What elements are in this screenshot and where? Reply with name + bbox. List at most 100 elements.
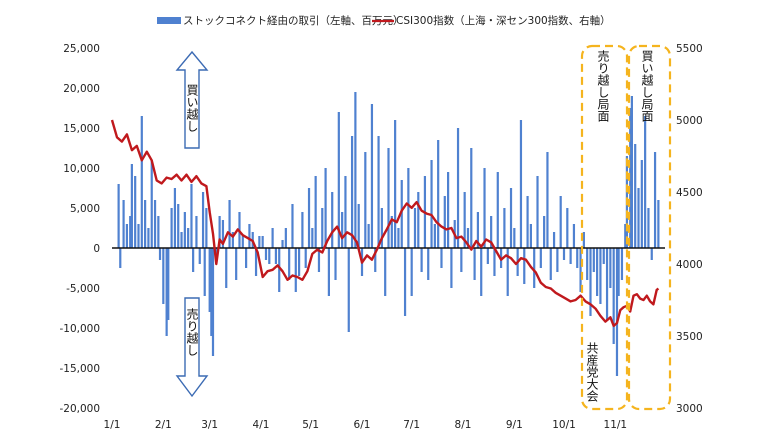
x-axis-ticks: 1/1 2/1 3/1 4/1 5/1 6/1 7/1 8/1 9/1 10/1… (104, 419, 628, 431)
flow-bar (447, 172, 450, 248)
flow-bar (364, 152, 367, 248)
flow-bar (264, 248, 268, 260)
legend: ストックコネクト経由の取引（左軸、百万元） CSI300指数（上海・深セン300… (157, 14, 611, 27)
flow-bar (463, 192, 466, 248)
flow-bar (377, 136, 380, 248)
flow-bar (122, 200, 125, 248)
y-right-tick: 4500 (676, 187, 703, 199)
flow-bar (644, 116, 647, 248)
flow-bar (268, 248, 271, 264)
party-congress-label: 共産党大会 (585, 342, 599, 403)
flow-bar (519, 120, 523, 248)
legend-bar-swatch (157, 17, 181, 24)
flow-bar (245, 248, 248, 268)
flow-bar (543, 216, 546, 248)
y-left-tick: -5,000 (66, 283, 100, 295)
sell-arrow: 売り越し (175, 297, 209, 398)
flow-bar (307, 188, 311, 248)
flow-bar (410, 248, 413, 296)
flow-bar (278, 248, 281, 292)
flow-bar (297, 248, 301, 276)
sell-phase-label: 売り越し局面 (596, 49, 610, 122)
flow-bar (354, 92, 357, 248)
flow-bar (506, 248, 509, 296)
flow-bar (144, 200, 147, 248)
flow-bar (241, 236, 244, 248)
buy-phase-box (627, 44, 672, 411)
x-tick: 9/1 (506, 419, 523, 431)
flow-bar (602, 248, 605, 264)
flow-bar (173, 188, 177, 248)
flow-bar (637, 188, 640, 248)
flow-bar (630, 96, 633, 248)
x-tick: 4/1 (253, 419, 270, 431)
flow-bar (192, 248, 195, 272)
flow-bar (331, 192, 334, 248)
flow-bar (523, 248, 526, 284)
x-tick: 6/1 (354, 419, 371, 431)
flow-bar (248, 224, 251, 248)
flow-bar (539, 248, 542, 268)
flow-bar (650, 248, 653, 260)
flow-bar (533, 248, 536, 288)
flow-bar (258, 236, 261, 248)
flow-bar (274, 248, 278, 264)
flow-bar (374, 248, 377, 272)
flow-bar (437, 140, 440, 248)
flow-bar (228, 200, 231, 248)
flow-bar (334, 248, 337, 280)
flow-bar (384, 248, 387, 296)
flow-bar (301, 212, 304, 248)
y-left-tick: -10,000 (59, 323, 100, 335)
flow-bar (324, 168, 327, 248)
flow-bar (460, 248, 463, 272)
x-tick: 5/1 (302, 419, 319, 431)
flow-bar (158, 248, 162, 260)
flow-bar (134, 176, 137, 248)
x-tick: 8/1 (455, 419, 472, 431)
flow-bar (341, 212, 344, 248)
flow-bar (327, 248, 330, 296)
flow-bar (629, 108, 632, 248)
flow-bar (433, 224, 436, 248)
flow-bar (443, 196, 446, 248)
flow-bar (490, 216, 493, 248)
y-right-tick: 3000 (676, 403, 703, 415)
flow-bar (180, 232, 183, 248)
flow-bar (165, 248, 168, 336)
flow-bar (198, 248, 201, 264)
flow-bar (311, 228, 314, 248)
flow-bar (624, 224, 627, 248)
flow-bar (612, 248, 615, 344)
flow-bar (170, 208, 173, 248)
flow-bar (380, 208, 383, 248)
flow-bar (387, 148, 390, 248)
flow-bar (397, 228, 400, 248)
flow-bar (347, 248, 350, 332)
flow-bar (647, 208, 650, 248)
flow-bar (413, 208, 417, 248)
flow-bar (529, 224, 532, 248)
flow-bar (357, 204, 360, 248)
flow-bar (599, 248, 602, 304)
x-tick: 10/1 (552, 419, 576, 431)
csi300-line (110, 119, 660, 328)
flow-bar (400, 180, 403, 248)
flow-bar (466, 228, 470, 248)
flow-bar (579, 248, 582, 292)
y-left-tick: 20,000 (63, 83, 100, 95)
flow-bar (427, 248, 430, 280)
flow-bar (589, 248, 592, 316)
flow-bar (549, 248, 552, 280)
flow-bar (556, 248, 559, 272)
y-left-tick: -15,000 (59, 363, 100, 375)
x-tick: 2/1 (155, 419, 172, 431)
flow-bar (582, 232, 585, 248)
flow-bar (117, 184, 120, 248)
flow-bar (596, 248, 599, 296)
flow-bar (526, 196, 529, 248)
y-left-tick: 25,000 (63, 43, 100, 55)
flow-bar (225, 248, 228, 288)
flow-bar (473, 248, 476, 280)
flow-bar (430, 160, 433, 248)
